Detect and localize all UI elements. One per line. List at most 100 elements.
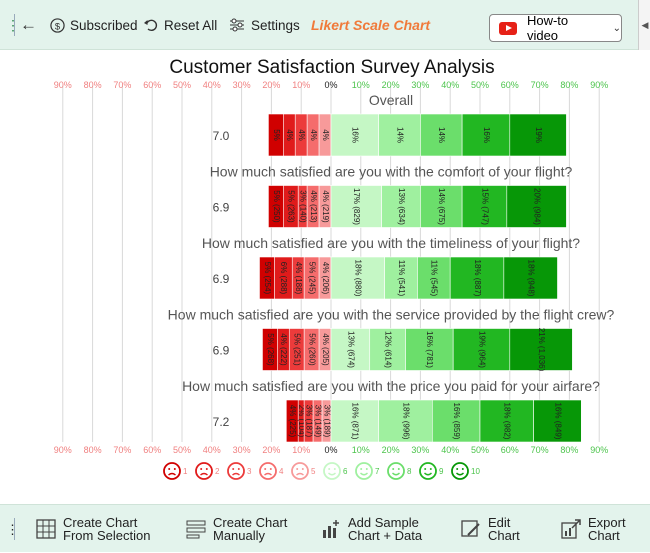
bar-segment-label: 3% (189) xyxy=(322,405,331,438)
bar-segment xyxy=(509,328,573,371)
axis-tick-label: 80% xyxy=(560,445,578,455)
subscribed-label: Subscribed xyxy=(70,17,138,33)
face-mouth xyxy=(168,472,176,476)
sad-face-icon xyxy=(163,462,181,480)
bar-segment xyxy=(506,185,567,228)
export-chart-button[interactable]: Export Chart xyxy=(560,505,626,553)
bar-segment-label: 18% (948) xyxy=(527,260,536,297)
axis-tick-label: 90% xyxy=(54,445,72,455)
bar-segment-label: 14% xyxy=(437,127,446,143)
axis-tick-label: 80% xyxy=(84,445,102,455)
face-mouth xyxy=(200,472,208,476)
bar-segment xyxy=(369,328,406,371)
scale-legend-item: 9 xyxy=(419,462,444,480)
create-manual-label-2: Manually xyxy=(213,528,266,543)
face-eye xyxy=(333,468,336,470)
scale-legend-item: 7 xyxy=(355,462,380,480)
bar-segment xyxy=(405,328,454,371)
edit-chart-button[interactable]: Edit Chart xyxy=(460,505,520,553)
axis-tick-label: 70% xyxy=(531,80,549,90)
question-label: How much satisfied are you with the serv… xyxy=(168,307,615,323)
settings-button[interactable]: Settings xyxy=(229,0,300,50)
list-edit-icon xyxy=(186,520,206,539)
axis-tick-label: 30% xyxy=(411,445,429,455)
axis-tick-label: 10% xyxy=(292,80,310,90)
youtube-icon xyxy=(499,21,517,35)
bar-segment-label: 5% xyxy=(272,129,281,141)
axis-tick-label: 20% xyxy=(382,80,400,90)
export-label-2: Chart xyxy=(588,528,620,543)
axis-tick-label: 10% xyxy=(352,445,370,455)
bar-segment-label: 5% (254) xyxy=(263,262,272,295)
scale-legend-label: 7 xyxy=(375,467,380,476)
axis-tick-label: 30% xyxy=(233,80,251,90)
add-sample-label-2: Chart + Data xyxy=(348,528,423,543)
face-eye xyxy=(365,468,368,470)
axis-tick-label: 50% xyxy=(173,445,191,455)
face-eye xyxy=(397,468,400,470)
question-label: How much satisfied are you with the comf… xyxy=(210,164,573,180)
face-eye xyxy=(205,468,208,470)
subscribed-button[interactable]: $ Subscribed xyxy=(50,0,138,50)
face-eye xyxy=(232,468,235,470)
settings-label: Settings xyxy=(251,17,300,33)
scale-legend: 1 2 3 4 5 6 7 8 9 10 xyxy=(163,462,480,480)
bar-segment-label: 19% (964) xyxy=(477,331,486,368)
create-chart-from-selection-button[interactable]: Create Chart From Selection xyxy=(35,505,150,553)
axis-tick-label: 0% xyxy=(324,80,337,90)
bar-segment-label: 3% (149) xyxy=(313,405,322,438)
bar-segment-label: 3% (187) xyxy=(305,405,314,438)
axis-tick-label: 0% xyxy=(324,445,337,455)
create-selection-label-1: Create Chart xyxy=(63,515,138,530)
axis-tick-label: 60% xyxy=(143,80,161,90)
likert-chart: 90% 80% 70% 60% 50% 40% 30% 20% 10% 0% 10% 20% 30% 40… xyxy=(54,57,615,480)
face-eye xyxy=(461,468,464,470)
bar-segment xyxy=(449,256,505,300)
scale-legend-item: 5 xyxy=(291,462,316,480)
how-to-video-select[interactable]: How-to video ⌄ xyxy=(489,13,622,43)
bar-segment-label: 5% (260) xyxy=(308,333,317,366)
axis-tick-label: 50% xyxy=(471,445,489,455)
add-sample-chart-button[interactable]: Add Sample Chart + Data xyxy=(320,505,422,553)
create-selection-label-2: From Selection xyxy=(63,528,151,543)
bar-segment-label: 4% (188) xyxy=(294,262,303,295)
bar-segment xyxy=(330,185,382,228)
face-mouth xyxy=(456,472,464,476)
axis-tick-label: 70% xyxy=(113,80,131,90)
drag-handle-icon[interactable]: ⋮ xyxy=(6,16,20,33)
chevron-left-icon: ◀ xyxy=(641,19,649,30)
axis-tick-label: 10% xyxy=(352,80,370,90)
axis-tick-label: 80% xyxy=(560,80,578,90)
bar-segment-label: 4% (205) xyxy=(321,333,330,366)
reset-all-button[interactable]: Reset All xyxy=(143,0,217,50)
create-chart-manually-button[interactable]: Create Chart Manually xyxy=(185,505,287,553)
bar-segment-label: 5% (268) xyxy=(266,333,275,366)
bar-segment xyxy=(509,113,567,157)
axis-tick-label: 20% xyxy=(382,445,400,455)
collapse-panel-button[interactable]: ◀ xyxy=(638,0,650,50)
toolbar-divider xyxy=(14,14,15,36)
drag-handle-icon[interactable]: ⋮ xyxy=(6,521,19,537)
face-eye xyxy=(296,468,299,470)
bar-segment xyxy=(503,256,558,300)
happy-face-icon xyxy=(323,462,341,480)
scale-legend-label: 1 xyxy=(183,467,188,476)
bar-segment-label: 11% (545) xyxy=(430,260,439,297)
bar-segment-label: 18% (887) xyxy=(473,260,482,297)
scale-legend-label: 2 xyxy=(215,467,220,476)
axis-tick-label: 30% xyxy=(233,445,251,455)
face-mouth xyxy=(392,472,400,476)
happy-face-icon xyxy=(451,462,469,480)
scale-legend-item: 10 xyxy=(451,462,480,480)
question-label: How much satisfied are you with the time… xyxy=(202,235,580,251)
bar-segment-label: 16% (871) xyxy=(351,403,360,440)
face-mouth xyxy=(328,472,336,476)
face-eye xyxy=(360,468,363,470)
back-arrow-icon[interactable]: ← xyxy=(20,15,37,34)
bar-segment-label: 4% (213) xyxy=(309,190,318,223)
bar-segment-label: 4% xyxy=(309,129,318,141)
how-to-video-label: How-to video xyxy=(526,13,569,43)
axis-tick-label: 50% xyxy=(471,80,489,90)
edit-label-1: Edit xyxy=(488,515,511,530)
